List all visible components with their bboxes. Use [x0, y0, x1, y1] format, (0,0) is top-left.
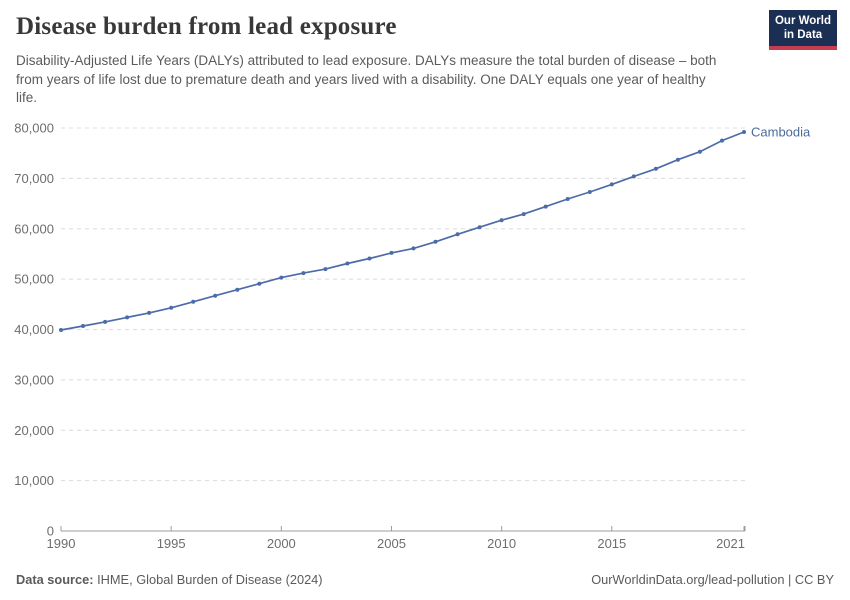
data-point-2001 — [301, 271, 306, 276]
y-tick-label-30000: 30,000 — [14, 372, 54, 387]
y-tick-label-20000: 20,000 — [14, 423, 54, 438]
chart-title: Disease burden from lead exposure — [16, 13, 397, 40]
data-point-1991 — [81, 324, 85, 328]
data-point-1994 — [147, 310, 152, 315]
entity-label: Cambodia — [751, 125, 811, 140]
data-point-2006 — [411, 246, 416, 251]
x-tick-label-2021: 2021 — [716, 536, 745, 551]
x-axis — [60, 526, 746, 532]
data-point-1996 — [191, 299, 196, 304]
data-point-2014 — [587, 190, 592, 194]
y-tick-label-70000: 70,000 — [14, 171, 54, 186]
data-point-1998 — [235, 287, 240, 292]
owid-logo-text-line2: in Data — [783, 28, 823, 41]
data-source-label: Data source: — [16, 572, 94, 587]
data-point-1993 — [125, 315, 130, 320]
data-point-2017 — [653, 166, 658, 171]
y-tick-label-60000: 60,000 — [14, 221, 54, 236]
data-point-2004 — [367, 256, 372, 261]
x-tick-label-1990: 1990 — [47, 536, 76, 551]
data-point-2008 — [455, 232, 460, 237]
data-point-2020 — [720, 138, 724, 143]
x-tick-label-2005: 2005 — [377, 536, 406, 551]
data-point-2016 — [631, 174, 636, 179]
y-tick-label-80000: 80,000 — [14, 121, 54, 136]
data-point-2011 — [521, 212, 526, 217]
data-point-2002 — [323, 267, 328, 272]
data-series-cambodia — [59, 130, 746, 332]
y-axis-tick-labels: 0 10,000 20,000 30,000 40,000 50,000 60,000 70,… — [14, 121, 54, 539]
chart-subtitle: Disability-Adjusted Life Years (DALYs) a… — [16, 53, 717, 105]
data-point-2018 — [675, 157, 680, 162]
owid-logo: Our World in Data — [769, 10, 837, 50]
data-point-1990 — [59, 328, 63, 332]
y-tick-label-10000: 10,000 — [14, 473, 54, 488]
data-point-2007 — [433, 239, 438, 244]
data-source-text: IHME, Global Burden of Disease (2024) — [93, 572, 323, 587]
data-point-2009 — [477, 225, 482, 230]
owid-logo-text-line1: Our World — [774, 15, 831, 27]
gridlines — [61, 127, 745, 482]
data-point-1997 — [213, 293, 218, 298]
data-point-2013 — [565, 197, 570, 201]
x-tick-label-1995: 1995 — [157, 536, 186, 551]
cambodia-line — [60, 131, 745, 331]
data-point-1992 — [103, 319, 108, 324]
x-axis-tick-labels: 1990 1995 2000 2005 2010 2015 2021 — [47, 536, 745, 551]
y-tick-label-0: 0 — [47, 524, 54, 539]
data-point-2021 — [742, 130, 746, 134]
x-tick-label-2010: 2010 — [487, 536, 516, 551]
x-tick-label-2000: 2000 — [267, 536, 296, 551]
data-point-2015 — [609, 182, 614, 187]
data-point-2005 — [389, 250, 394, 255]
y-tick-label-40000: 40,000 — [14, 322, 54, 337]
data-point-2010 — [499, 218, 504, 223]
x-tick-label-2015: 2015 — [597, 536, 626, 551]
y-tick-label-50000: 50,000 — [14, 272, 54, 287]
data-point-2003 — [345, 261, 350, 266]
data-point-1995 — [169, 305, 174, 310]
data-source-note: Data source: IHME, Global Burden of Dise… — [16, 572, 323, 587]
chart-footer: Data source: IHME, Global Burden of Dise… — [16, 572, 834, 587]
data-point-2019 — [697, 149, 702, 154]
license-link[interactable]: OurWorldinData.org/lead-pollution | CC B… — [591, 572, 834, 587]
data-point-2000 — [279, 275, 284, 280]
data-point-2012 — [543, 204, 548, 209]
data-point-1999 — [257, 281, 262, 286]
